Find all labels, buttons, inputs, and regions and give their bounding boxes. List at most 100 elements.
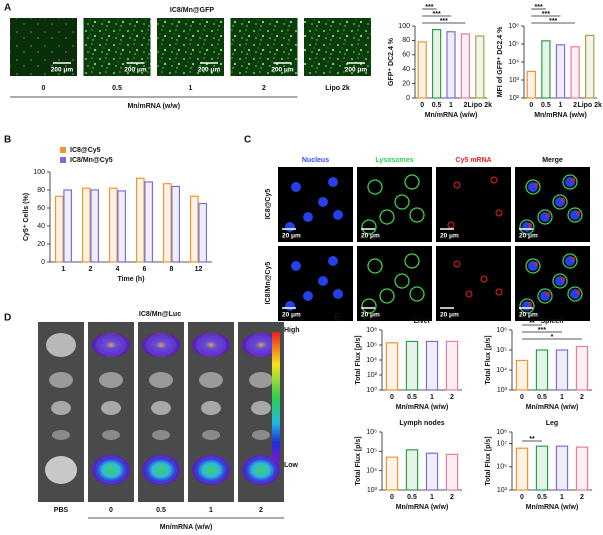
chart-title: Spleen <box>541 318 564 325</box>
cy5-spot <box>528 302 532 306</box>
scale-bar-label: 20 μm <box>282 312 301 319</box>
signal <box>92 455 130 485</box>
cy5-spot <box>534 262 538 266</box>
y-tick-label: 10⁷ <box>497 440 508 447</box>
scale-bar-label: 20 μm <box>440 233 459 240</box>
cy5-spot <box>576 211 580 215</box>
y-axis-label: Total Flux [p/s] <box>485 436 492 485</box>
y-tick-label: 10⁶ <box>366 429 377 436</box>
significance-label: *** <box>538 327 546 334</box>
column-header: Nucleus <box>302 157 329 164</box>
nucleus <box>333 289 343 299</box>
y-tick-label: 10³ <box>497 487 508 494</box>
group-label: Mn/mRNA (w/w) <box>160 524 213 531</box>
lysosome <box>525 258 541 274</box>
y-axis-label: GFP⁺ DC2.4 % <box>388 37 395 86</box>
organ <box>51 401 71 415</box>
nucleus <box>528 182 538 192</box>
scale-bar-label: 200 μm <box>198 67 221 74</box>
x-tick-label: 4 <box>116 266 120 273</box>
bar <box>162 183 172 263</box>
y-axis-label: Total Flux [p/s] <box>355 436 362 485</box>
lysosome <box>367 179 383 195</box>
bar <box>135 177 145 263</box>
colorbar-high: High <box>284 327 300 334</box>
legend-swatch <box>60 157 66 163</box>
nucleus <box>528 261 538 271</box>
organ <box>249 372 273 388</box>
cy5-spot <box>561 277 565 281</box>
gfp-image <box>10 18 77 76</box>
panel-title: IC8/Mn@GFP <box>170 7 214 14</box>
row-label: IC8/Mn@Cy5 <box>265 262 272 305</box>
significance-label: *** <box>425 4 433 11</box>
lysosome <box>562 253 578 269</box>
bar <box>108 187 118 263</box>
y-tick-label: 10⁶ <box>508 23 519 30</box>
y-tick-label: 80 <box>37 187 45 194</box>
bar <box>445 453 459 491</box>
x-axis-label: Mn/mRNA (w/w) <box>534 112 587 119</box>
cy5-spot <box>480 275 488 283</box>
y-tick-label: 0 <box>41 259 45 266</box>
organ <box>152 430 170 440</box>
scale-bar-label: 20 μm <box>361 312 380 319</box>
chart-title: Liver <box>414 318 431 325</box>
organ <box>46 333 76 357</box>
lysosome <box>379 209 395 225</box>
bar <box>541 40 551 99</box>
lysosome <box>519 298 535 314</box>
bar <box>54 195 64 263</box>
x-axis-label: Mn/mRNA (w/w) <box>396 504 449 511</box>
bar <box>535 349 549 391</box>
colorbar-low: Low <box>284 462 299 469</box>
panel-letter: A <box>4 3 11 14</box>
bar <box>570 46 580 99</box>
confocal-image <box>436 246 511 321</box>
x-tick-label: 1 <box>560 394 564 401</box>
organ <box>199 372 223 388</box>
x-tick-label: 0 <box>390 494 394 501</box>
bar <box>90 189 100 263</box>
y-tick-label: 10⁵ <box>366 448 377 455</box>
organ <box>251 401 271 415</box>
legend-swatch <box>60 147 66 153</box>
x-tick-label: 0.5 <box>541 102 551 109</box>
group-label: 2 <box>259 507 263 514</box>
nucleus <box>291 182 301 192</box>
nucleus <box>570 210 580 220</box>
x-tick-label: 2 <box>580 494 584 501</box>
x-tick-label: 1 <box>430 394 434 401</box>
x-tick-label: 2 <box>580 394 584 401</box>
x-tick-label: 1 <box>559 102 563 109</box>
lysosome <box>367 258 383 274</box>
bar <box>526 70 536 99</box>
confocal-images: Nucleus Lysosomes Cy5 mRNA Merge IC8@Cy5 20 μ… <box>265 157 590 321</box>
x-tick-label: 0 <box>529 102 533 109</box>
y-tick-label: 60 <box>37 205 45 212</box>
bar <box>425 452 439 491</box>
group-label: PBS <box>54 507 69 514</box>
group-label: 0.5 <box>156 507 166 514</box>
lysosome <box>379 288 395 304</box>
scale-bar-label: 20 μm <box>440 312 459 319</box>
lysosome <box>394 273 410 289</box>
bar <box>405 340 419 391</box>
y-tick-label: 10⁶ <box>496 327 507 334</box>
chart-title: Lymph nodes <box>399 420 444 427</box>
cy5-spot <box>576 290 580 294</box>
cy5-spot <box>490 176 498 184</box>
x-tick-label: 1 <box>430 494 434 501</box>
signal <box>92 333 130 357</box>
lysosome <box>361 219 377 235</box>
bar <box>446 31 456 99</box>
lysosome <box>525 179 541 195</box>
cy5-spot <box>546 213 550 217</box>
y-tick-label: 100 <box>398 23 410 30</box>
x-tick-label: 12 <box>195 266 203 273</box>
x-axis-label: Mn/mRNA (w/w) <box>425 112 478 119</box>
bar <box>535 445 549 491</box>
y-tick-label: 10⁵ <box>496 347 507 354</box>
y-tick-label: 20 <box>37 241 45 248</box>
x-axis-label: Mn/mRNA (w/w) <box>396 404 449 411</box>
